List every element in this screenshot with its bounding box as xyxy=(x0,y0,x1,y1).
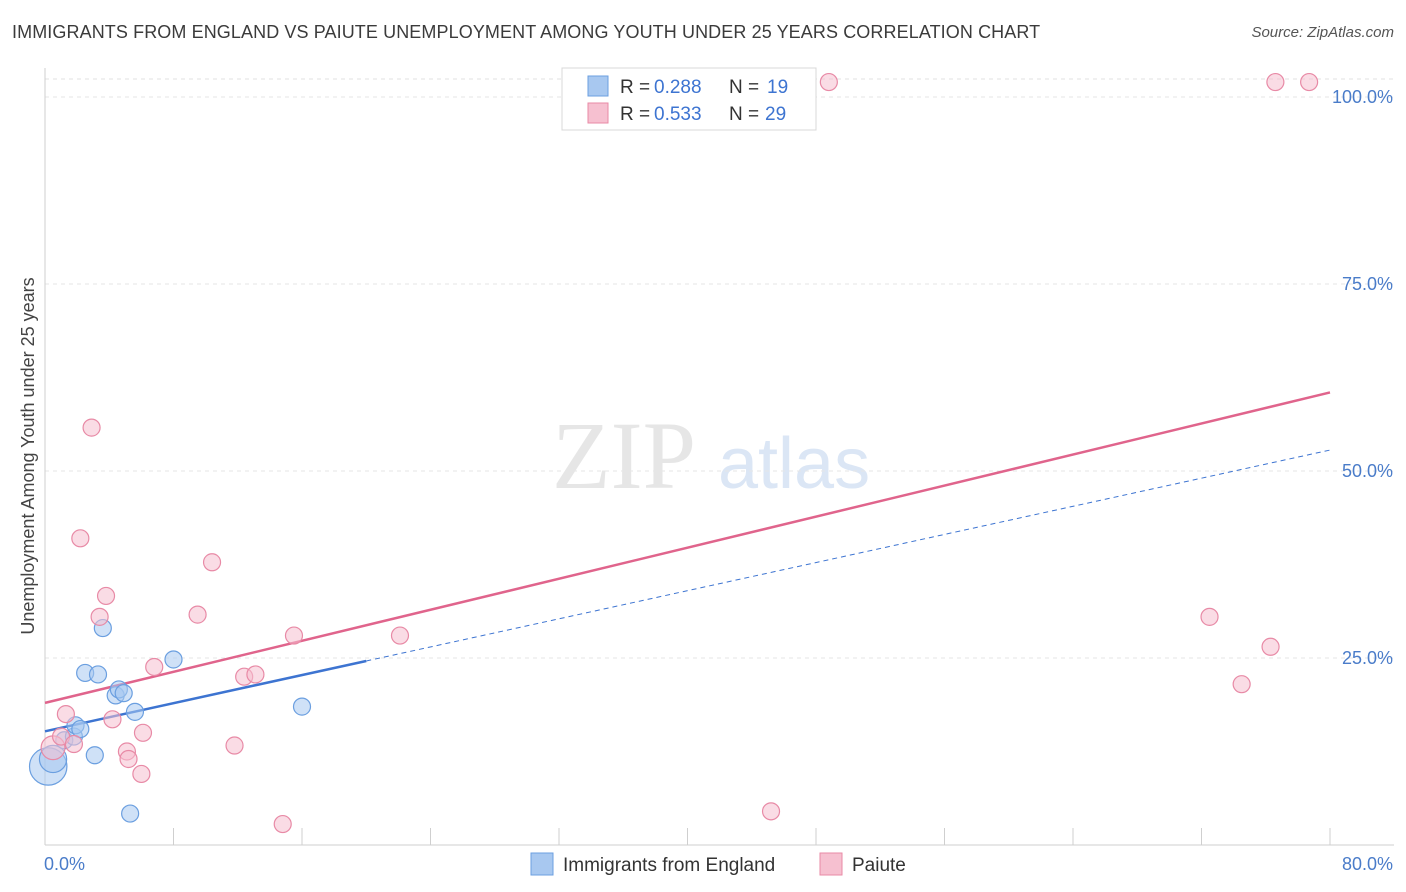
point-paiute xyxy=(284,626,304,645)
point-england xyxy=(121,804,140,823)
axes xyxy=(44,68,1394,846)
series-legend-label-england: Immigrants from England xyxy=(563,855,775,876)
point-england xyxy=(85,746,104,765)
legend-n-label-paiute: N = xyxy=(729,104,759,125)
legend-swatch-paiute xyxy=(587,102,609,124)
y-tick-label: 100.0% xyxy=(1332,87,1393,107)
x-tick-label: 0.0% xyxy=(44,854,85,874)
legend-n-value-paiute: 29 xyxy=(765,104,786,125)
point-paiute xyxy=(132,764,151,784)
series-legend-swatch-england xyxy=(530,852,554,876)
point-paiute xyxy=(273,814,292,834)
legend-n-value-england: 19 xyxy=(767,77,788,98)
point-paiute xyxy=(761,802,781,821)
legend-r-label-paiute: R = xyxy=(620,104,650,125)
y-tick-label: 75.0% xyxy=(1342,274,1393,294)
point-paiute xyxy=(188,605,207,624)
y-tick-label: 50.0% xyxy=(1342,461,1393,481)
tick-labels: 25.0% 50.0% 75.0% 100.0% 0.0% 80.0% xyxy=(44,87,1393,874)
legend-r-value-paiute: 0.533 xyxy=(654,104,702,125)
point-paiute xyxy=(71,529,90,548)
series-legend-swatch-paiute xyxy=(819,852,843,876)
point-paiute xyxy=(1266,72,1285,92)
legend-r-label-england: R = xyxy=(620,77,650,98)
point-paiute xyxy=(119,749,138,769)
series-legend: Immigrants from England Paiute xyxy=(530,852,906,876)
source-credit: Source: ZipAtlas.com xyxy=(1251,24,1394,41)
point-england xyxy=(125,702,145,721)
y-axis-label: Unemployment Among Youth under 25 years xyxy=(18,277,38,634)
legend-swatch-england xyxy=(587,75,609,97)
legend-r-value-england: 0.288 xyxy=(654,77,702,98)
point-paiute xyxy=(96,586,116,606)
point-paiute xyxy=(82,418,101,437)
point-paiute xyxy=(1232,675,1251,694)
grid-lines xyxy=(45,78,1394,659)
point-paiute xyxy=(56,704,75,724)
point-england xyxy=(114,684,133,703)
trend-extension-england xyxy=(366,449,1331,662)
point-paiute xyxy=(390,626,410,645)
watermark-atlas: atlas xyxy=(718,424,870,504)
point-paiute xyxy=(819,72,838,92)
point-paiute xyxy=(133,723,153,742)
point-paiute xyxy=(90,607,109,626)
trend-line-england xyxy=(44,659,367,733)
point-paiute xyxy=(1300,72,1319,92)
point-england xyxy=(88,665,108,684)
x-tick-label: 80.0% xyxy=(1342,854,1393,874)
scatter-points xyxy=(28,72,1319,834)
point-paiute xyxy=(202,553,222,572)
chart-title: IMMIGRANTS FROM ENGLAND VS PAIUTE UNEMPL… xyxy=(12,22,1041,42)
trend-lines xyxy=(44,391,1331,733)
point-paiute xyxy=(1200,607,1219,626)
point-paiute xyxy=(1261,637,1280,656)
point-paiute xyxy=(103,710,122,729)
point-paiute xyxy=(225,736,244,755)
point-england xyxy=(292,697,312,716)
point-england xyxy=(164,650,183,669)
stats-legend: R = 0.288 N = 19 R = 0.533 N = 29 xyxy=(561,67,817,131)
series-legend-label-paiute: Paiute xyxy=(852,855,906,876)
point-paiute xyxy=(145,657,164,677)
y-tick-label: 25.0% xyxy=(1342,648,1393,668)
point-paiute xyxy=(64,734,84,754)
point-england xyxy=(71,719,90,739)
trend-line-paiute xyxy=(44,391,1331,705)
watermark-zip: ZIP xyxy=(552,402,696,509)
legend-n-label-england: N = xyxy=(729,77,759,98)
point-paiute xyxy=(246,665,265,684)
